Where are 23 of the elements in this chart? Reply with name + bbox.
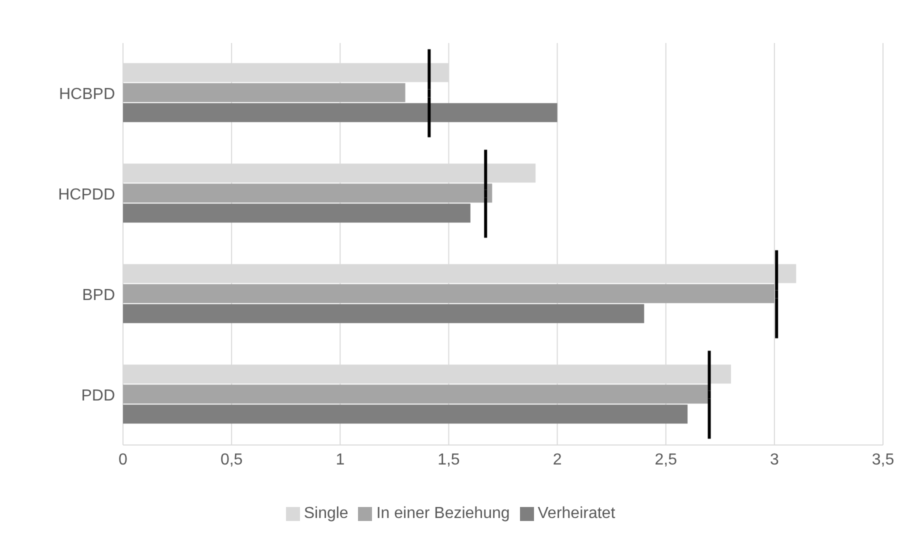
y-tick-label: HCPDD <box>58 186 115 204</box>
x-tick-label: 1,5 <box>438 451 460 468</box>
y-tick-label: BPD <box>82 286 115 304</box>
bar <box>123 384 710 404</box>
bar <box>123 284 774 304</box>
bar <box>123 204 470 223</box>
bar <box>123 83 406 102</box>
x-tick-label: 3,5 <box>872 451 894 468</box>
legend-label: In einer Beziehung <box>376 505 510 522</box>
x-tick-label: 3 <box>770 451 779 468</box>
bar <box>123 103 558 122</box>
bar <box>123 404 688 424</box>
bar <box>123 304 644 324</box>
y-tick-label: HCBPD <box>58 86 115 103</box>
x-tick-label: 0,5 <box>220 451 243 468</box>
legend-label: Single <box>304 505 348 522</box>
bar <box>123 184 492 203</box>
x-tick-label: 2,5 <box>654 451 678 468</box>
y-tick-label: PDD <box>81 387 115 404</box>
x-tick-label: 1 <box>336 451 345 468</box>
x-tick-label: 2 <box>552 451 562 468</box>
legend-label: Verheiratet <box>538 505 616 522</box>
x-tick-label: 0 <box>118 451 128 468</box>
